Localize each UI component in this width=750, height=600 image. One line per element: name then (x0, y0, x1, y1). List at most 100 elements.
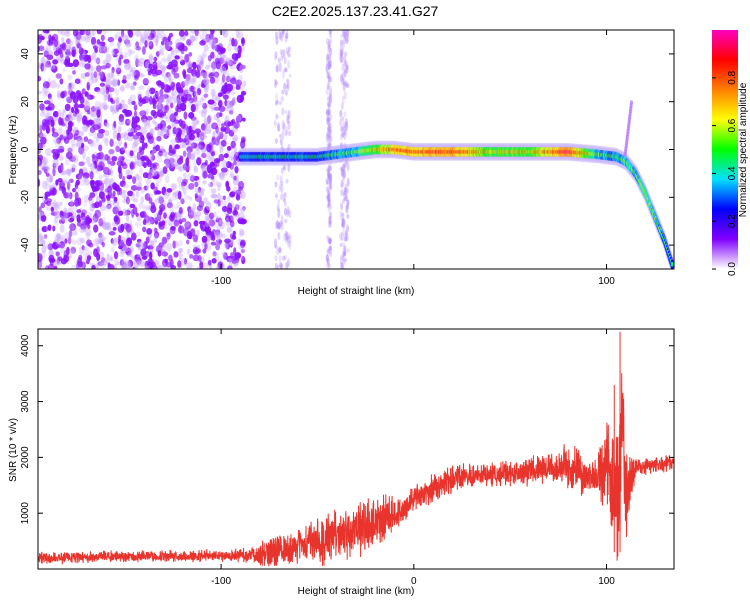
noise-blob (202, 102, 207, 110)
noise-blob (240, 207, 246, 213)
noise-blob (142, 77, 149, 85)
noise-blob (119, 86, 125, 91)
noise-blob (238, 211, 245, 220)
noise-blob (69, 115, 77, 121)
noise-blob (224, 126, 231, 134)
noise-blob (125, 118, 131, 126)
noise-blob (239, 93, 245, 103)
noise-blob (178, 247, 182, 254)
noise-blob (179, 155, 184, 161)
noise-blob (121, 189, 126, 199)
noise-blob (154, 233, 159, 240)
noise-streak (279, 261, 282, 269)
noise-blob (146, 90, 151, 95)
noise-blob (58, 219, 63, 224)
snr-y-label: SNR (10 * v/v) (8, 418, 19, 482)
noise-blob (78, 161, 85, 167)
noise-streak (274, 244, 278, 249)
noise-blob (158, 195, 164, 204)
noise-blob (60, 92, 65, 99)
noise-blob (102, 90, 110, 97)
noise-blob (141, 98, 147, 105)
noise-streak (284, 230, 288, 238)
noise-streak (343, 60, 347, 66)
noise-streak (274, 100, 278, 106)
noise-blob (63, 192, 70, 199)
noise-blob (193, 220, 199, 227)
noise-blob (211, 258, 217, 264)
noise-streak (287, 60, 291, 69)
noise-blob (109, 105, 115, 113)
noise-blob (76, 221, 82, 227)
noise-streak (281, 49, 285, 59)
noise-blob (136, 151, 141, 161)
noise-blob (175, 98, 182, 105)
noise-blob (188, 154, 195, 160)
noise-streak (339, 143, 343, 150)
noise-streak (325, 167, 329, 173)
noise-blob (172, 63, 179, 73)
noise-blob (38, 45, 45, 52)
noise-blob (56, 233, 61, 242)
noise-blob (42, 180, 48, 189)
noise-streak (279, 136, 283, 146)
noise-blob (109, 71, 114, 79)
noise-blob (105, 62, 111, 69)
noise-blob (101, 200, 106, 208)
noise-streak (282, 122, 286, 131)
noise-blob (64, 58, 70, 68)
noise-streak (340, 189, 344, 197)
noise-streak (274, 138, 278, 144)
noise-blob (158, 49, 162, 55)
noise-streak (339, 50, 343, 56)
noise-blob (96, 65, 102, 73)
noise-blob (192, 123, 197, 131)
y-tick-label: 4000 (20, 334, 31, 357)
noise-blob (95, 136, 100, 143)
noise-blob (192, 152, 195, 158)
noise-blob (184, 30, 189, 36)
noise-blob (38, 126, 41, 133)
noise-blob (134, 266, 139, 269)
noise-blob (182, 94, 188, 102)
noise-blob (114, 34, 118, 41)
noise-streak (327, 173, 330, 179)
noise-blob (112, 130, 118, 140)
noise-blob (61, 234, 66, 242)
noise-blob (137, 94, 142, 102)
noise-streak (278, 184, 282, 189)
noise-blob (201, 152, 207, 158)
noise-blob (200, 58, 205, 65)
noise-blob (136, 215, 142, 222)
noise-blob (121, 146, 126, 151)
noise-blob (170, 117, 175, 122)
noise-blob (156, 158, 163, 163)
noise-streak (276, 246, 280, 256)
noise-blob (63, 135, 67, 142)
noise-blob (99, 182, 105, 191)
noise-blob (169, 206, 175, 214)
noise-blob (60, 122, 66, 127)
noise-blob (217, 220, 223, 225)
noise-blob (68, 218, 74, 223)
noise-blob (239, 230, 245, 236)
noise-blob (90, 110, 98, 118)
noise-blob (173, 219, 180, 227)
noise-streak (285, 84, 289, 90)
noise-blob (138, 146, 143, 153)
noise-blob (38, 170, 42, 175)
noise-blob (85, 30, 91, 36)
noise-blob (190, 77, 197, 86)
noise-blob (233, 154, 238, 162)
noise-streak (339, 109, 343, 119)
noise-blob (218, 239, 222, 245)
noise-blob (129, 162, 134, 170)
noise-blob (152, 148, 156, 155)
x-tick-label: 100 (598, 276, 615, 287)
noise-blob (58, 127, 63, 135)
noise-blob (161, 30, 165, 35)
noise-blob (196, 54, 203, 63)
noise-blob (149, 96, 153, 105)
noise-blob (171, 121, 176, 128)
